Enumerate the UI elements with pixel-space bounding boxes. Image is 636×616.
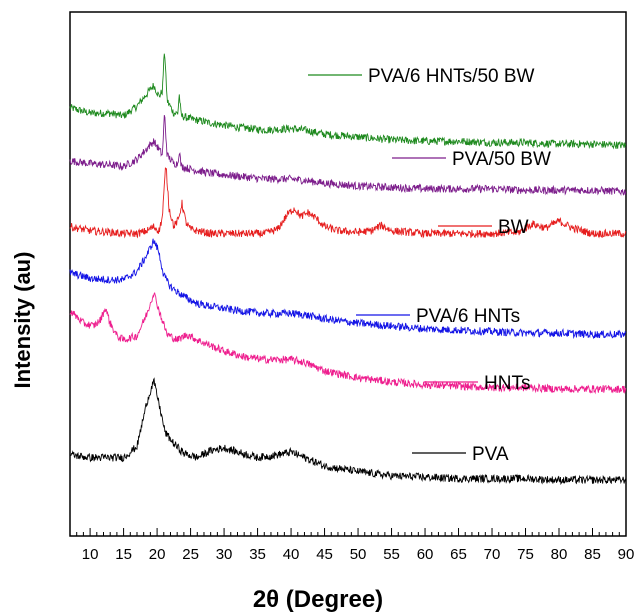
series-line-2: [69, 114, 627, 197]
legend-label-2: PVA/50 BW: [452, 149, 551, 170]
x-tick-label: 40: [283, 546, 300, 563]
legend-label-6: PVA: [472, 444, 509, 465]
series-line-1: [69, 53, 627, 150]
x-axis-title: 2θ (Degree): [253, 586, 383, 613]
series-layer: [69, 53, 627, 486]
x-tick-label: 45: [316, 546, 333, 563]
x-tick-label: 75: [517, 546, 534, 563]
plot-frame: [69, 11, 627, 537]
series-line-5: [69, 291, 627, 395]
x-tick-label: 85: [584, 546, 601, 563]
x-tick-label: 65: [450, 546, 467, 563]
x-tick-label: 60: [417, 546, 434, 563]
x-tick-label: 50: [350, 546, 367, 563]
legend-label-5: HNTs: [484, 373, 530, 394]
y-axis-title: Intensity (au): [10, 252, 35, 389]
x-tick-label: 55: [383, 546, 400, 563]
x-tick-label: 10: [82, 546, 99, 563]
x-tick-label: 30: [216, 546, 233, 563]
legend-layer: PVA/6 HNTs/50 BW PVA/50 BW BW PVA/6 HNTs HNT…: [308, 66, 551, 465]
x-tick-label: 90: [618, 546, 635, 563]
x-tick-label: 70: [484, 546, 501, 563]
x-tick-label: 20: [149, 546, 166, 563]
series-line-6: [69, 377, 627, 486]
series-line-4: [69, 238, 627, 340]
x-axis: 10 15 20 25 30 35 40 45 50 55 60 65 70 75 80 85 90: [76, 528, 635, 563]
legend-label-1: PVA/6 HNTs/50 BW: [368, 66, 535, 87]
x-tick-label: 35: [249, 546, 266, 563]
x-tick-label: 25: [182, 546, 199, 563]
legend-label-3: BW: [498, 217, 529, 238]
series-line-3: [69, 167, 627, 239]
legend-label-4: PVA/6 HNTs: [416, 306, 520, 327]
x-tick-label: 15: [115, 546, 132, 563]
x-tick-label: 80: [551, 546, 568, 563]
